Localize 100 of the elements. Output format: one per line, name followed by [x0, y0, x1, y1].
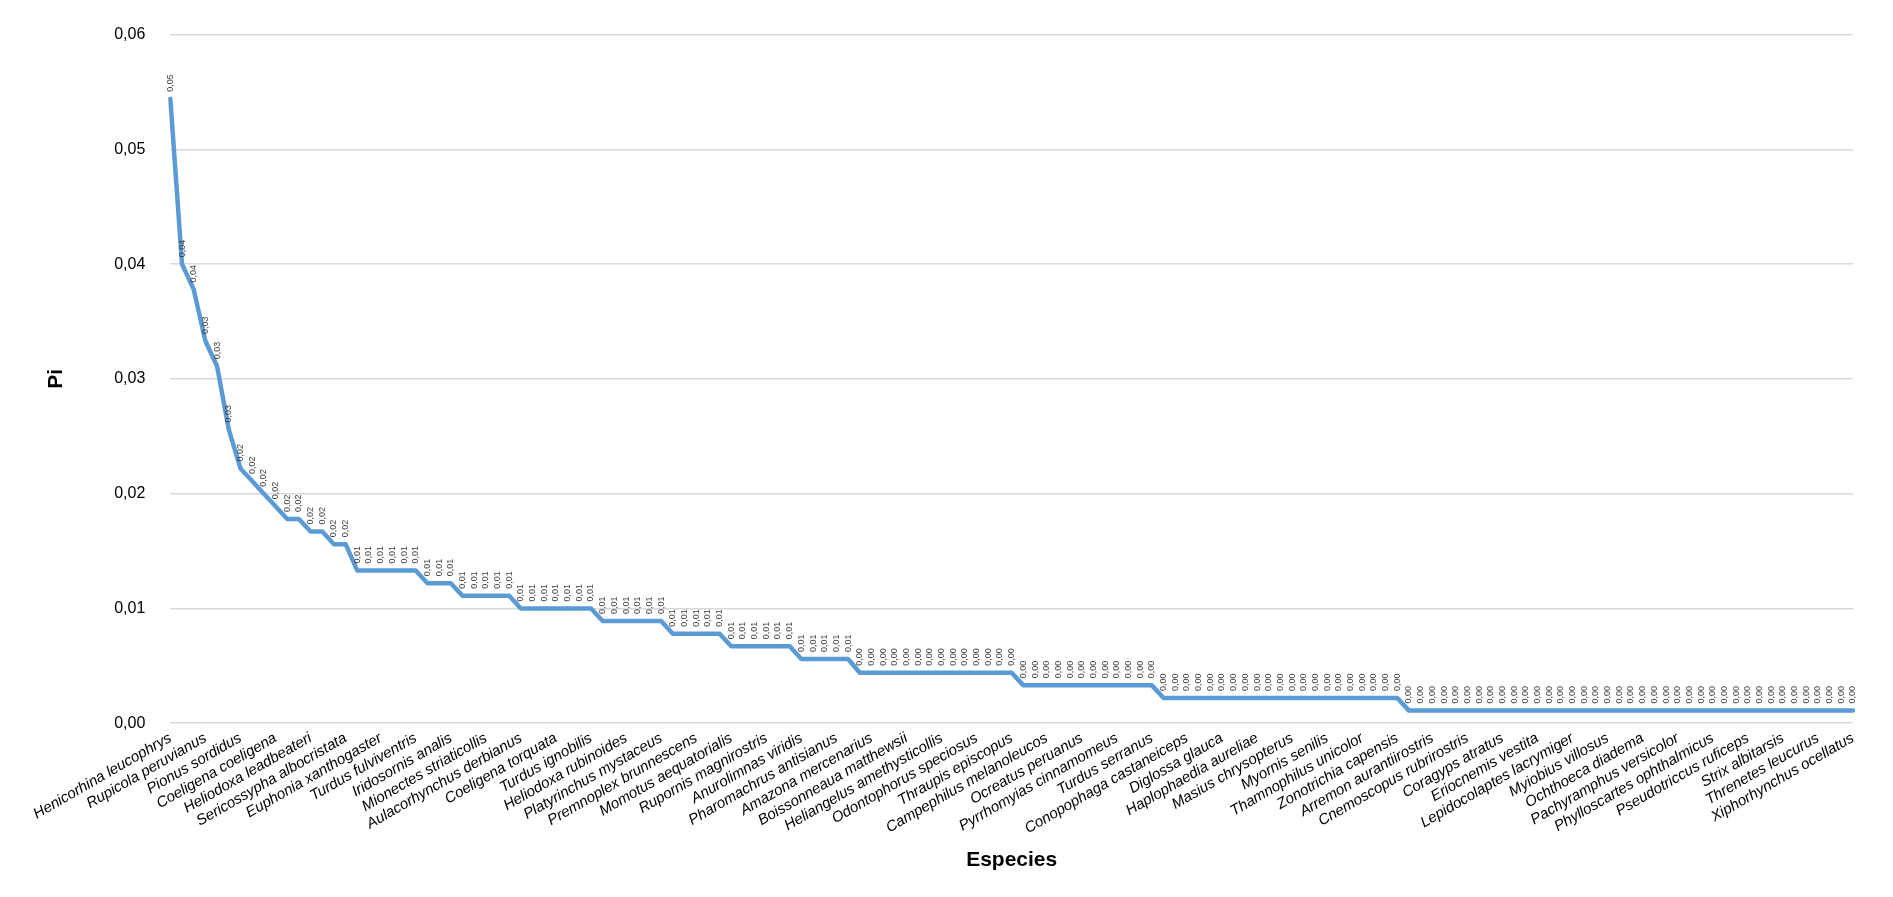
data-label: 0,00 [1263, 673, 1274, 691]
data-label: 0,03 [211, 341, 222, 360]
data-label: 0,00 [1321, 673, 1332, 691]
data-label: 0,00 [1064, 660, 1075, 679]
data-label: 0,00 [1426, 686, 1437, 704]
data-label: 0,01 [573, 583, 584, 602]
data-label: 0,02 [328, 519, 339, 538]
data-label: 0,00 [1812, 686, 1823, 704]
data-label: 0,01 [550, 583, 561, 602]
data-label: 0,00 [900, 648, 911, 666]
data-label: 0,00 [936, 648, 947, 666]
data-label: 0,00 [1461, 686, 1472, 704]
data-label: 0,01 [515, 583, 526, 602]
data-label: 0,00 [1076, 660, 1087, 679]
data-label: 0,00 [1087, 660, 1098, 679]
data-label: 0,00 [1496, 686, 1507, 704]
data-label: 0,01 [842, 634, 853, 652]
data-label: 0,01 [749, 621, 760, 640]
data-label: 0,02 [281, 494, 292, 512]
data-label: 0,00 [865, 648, 876, 666]
data-label: 0,01 [702, 609, 713, 627]
data-label: 0,01 [772, 621, 783, 640]
data-label: 0,00 [947, 648, 958, 666]
data-label: 0,01 [737, 621, 748, 640]
data-label: 0,00 [1041, 660, 1052, 679]
data-label: 0,00 [1824, 686, 1835, 704]
data-label: 0,00 [1683, 686, 1694, 704]
data-label: 0,00 [1765, 686, 1776, 704]
y-axis-title: Pi [43, 368, 67, 389]
data-label: 0,00 [1660, 686, 1671, 704]
data-label: 0,02 [293, 494, 304, 512]
data-label: 0,01 [830, 634, 841, 652]
data-label: 0,00 [1508, 686, 1519, 704]
data-label: 0,00 [1158, 673, 1169, 691]
data-label: 0,00 [1754, 686, 1764, 704]
data-label: 0,00 [1672, 686, 1683, 704]
data-label: 0,00 [1520, 686, 1531, 704]
data-label: 0,00 [1251, 673, 1262, 691]
data-label: 0,00 [1029, 660, 1040, 679]
data-label: 0,00 [1006, 648, 1017, 666]
data-label: 0,00 [1648, 686, 1659, 704]
x-axis-title: Especies [966, 847, 1058, 871]
data-label: 0,02 [305, 507, 316, 525]
data-label: 0,00 [924, 648, 935, 666]
data-label: 0,01 [480, 571, 491, 589]
data-label: 0,00 [1847, 686, 1858, 704]
data-label: 0,00 [971, 648, 982, 666]
data-label: 0,00 [1777, 686, 1788, 704]
data-label: 0,00 [1590, 686, 1601, 704]
data-label: 0,01 [819, 634, 830, 652]
data-label: 0,00 [1169, 673, 1180, 691]
data-label: 0,00 [1052, 660, 1063, 679]
y-tick-label: 0,00 [114, 713, 146, 731]
data-label: 0,00 [1356, 673, 1367, 691]
data-label: 0,01 [527, 583, 538, 602]
data-label: 0,01 [421, 558, 432, 577]
data-label: 0,00 [1309, 673, 1320, 691]
data-label: 0,00 [912, 648, 923, 666]
data-label: 0,00 [1146, 660, 1157, 679]
data-label: 0,02 [246, 456, 257, 475]
data-label: 0,00 [1567, 686, 1578, 704]
data-label: 0,00 [1204, 673, 1215, 691]
data-label: 0,00 [1181, 673, 1192, 691]
data-label: 0,01 [597, 596, 608, 615]
data-label: 0,01 [363, 546, 374, 564]
data-label: 0,01 [456, 571, 467, 589]
data-label: 0,00 [1239, 673, 1250, 691]
data-label: 0,00 [1835, 686, 1846, 704]
data-label: 0,01 [632, 596, 643, 615]
y-tick-label: 0,01 [114, 598, 146, 616]
data-label: 0,00 [1555, 686, 1566, 704]
data-label: 0,01 [562, 583, 573, 602]
data-label: 0,00 [1099, 660, 1110, 679]
data-label: 0,00 [1193, 673, 1204, 691]
data-label: 0,01 [608, 596, 619, 615]
data-label: 0,01 [620, 596, 631, 615]
data-label: 0,01 [643, 596, 654, 615]
data-label: 0,01 [351, 546, 362, 564]
data-label: 0,00 [1485, 686, 1496, 704]
data-label: 0,02 [258, 469, 269, 487]
y-tick-label: 0,03 [114, 369, 146, 387]
data-label: 0,00 [1391, 673, 1402, 691]
data-label: 0,00 [982, 648, 993, 666]
data-label: 0,04 [176, 239, 187, 258]
data-label: 0,00 [1274, 673, 1285, 691]
data-label: 0,01 [760, 621, 771, 640]
data-label: 0,00 [1380, 673, 1391, 691]
data-label: 0,00 [1216, 673, 1227, 691]
data-label: 0,00 [1800, 686, 1811, 704]
data-label: 0,01 [433, 558, 444, 577]
data-label: 0,00 [1625, 686, 1636, 704]
data-label: 0,03 [199, 316, 210, 335]
data-label: 0,01 [445, 558, 456, 577]
data-label: 0,00 [1730, 686, 1741, 704]
data-label: 0,00 [1403, 686, 1414, 704]
data-label: 0,00 [1742, 686, 1753, 704]
data-label: 0,00 [1695, 686, 1706, 704]
data-label: 0,00 [1531, 686, 1542, 704]
data-label: 0,00 [1578, 686, 1589, 704]
data-label: 0,00 [1438, 686, 1449, 704]
